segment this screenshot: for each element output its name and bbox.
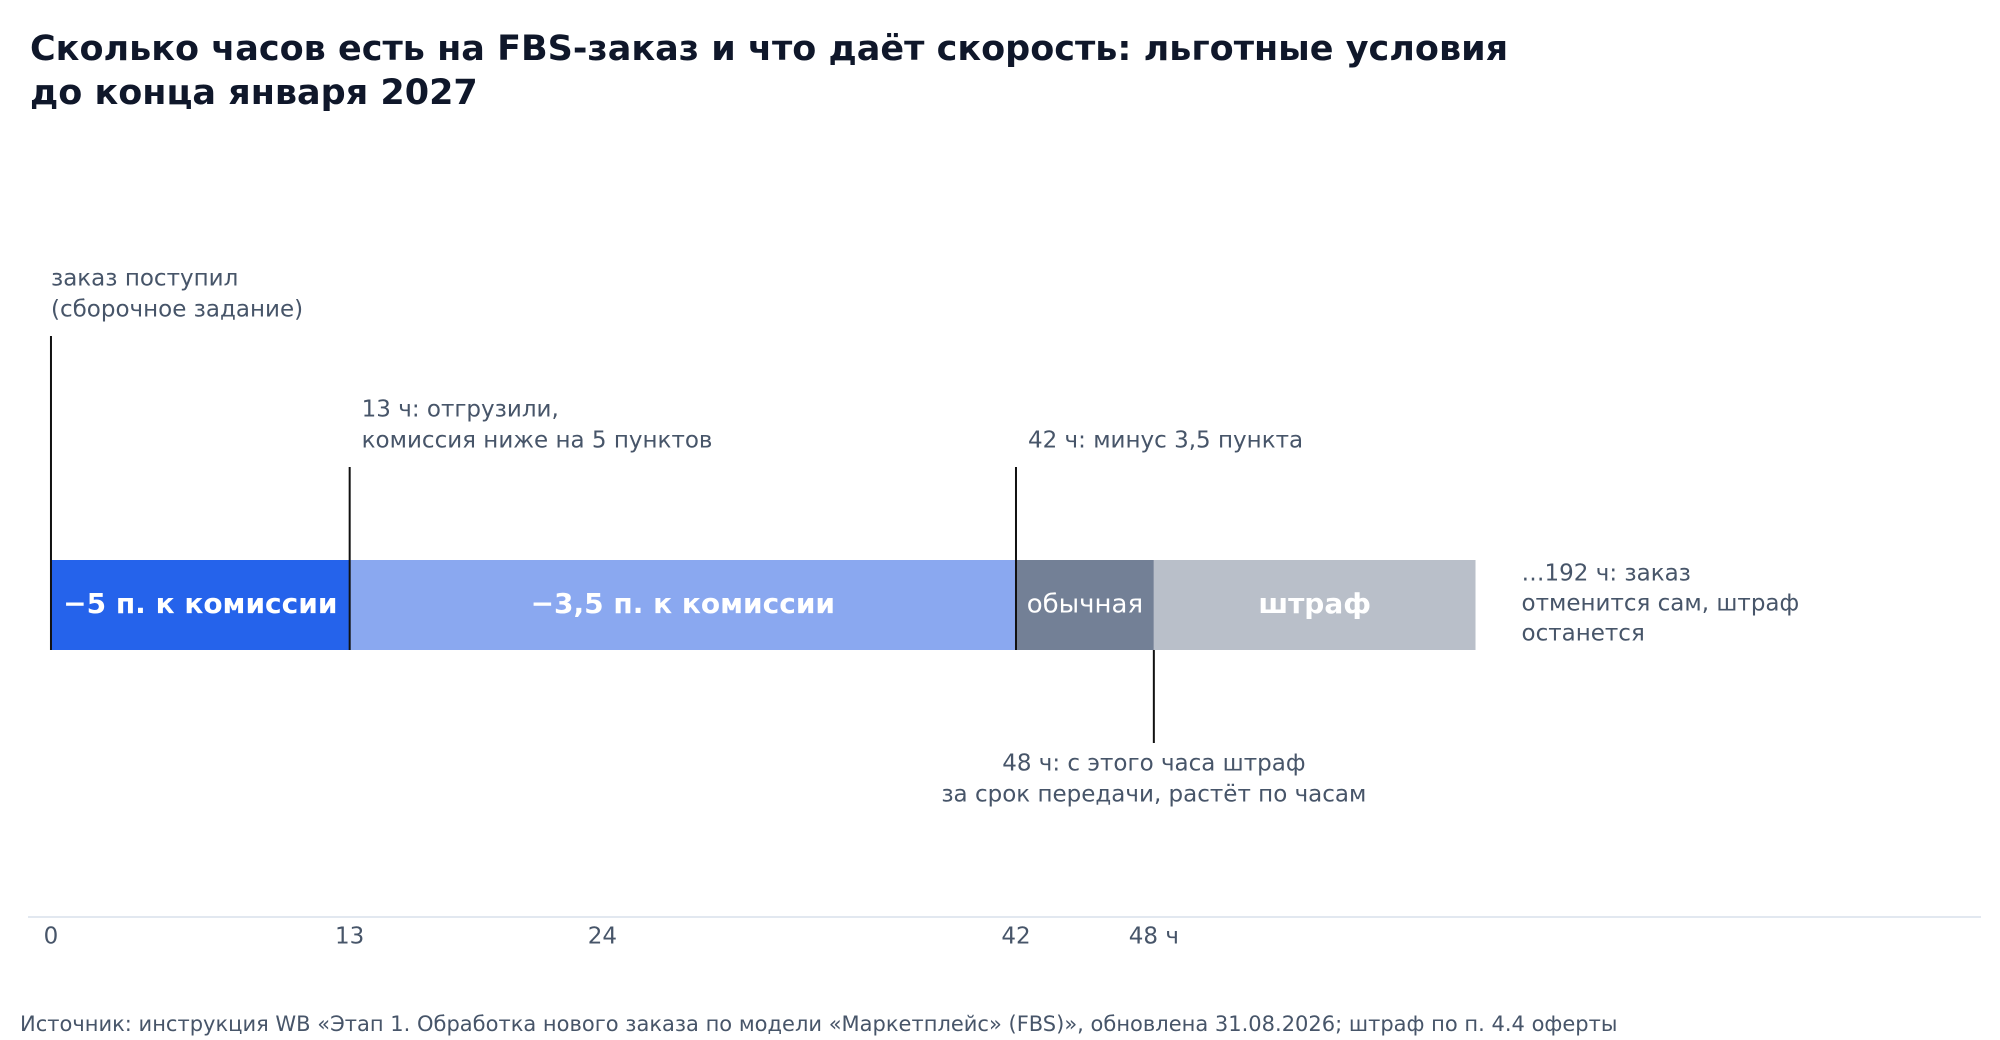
segment (1153, 560, 1476, 650)
source: Источник: инструкция WB «Этап 1. Обработ… (20, 1012, 1617, 1036)
x-tick-label: 13 (335, 924, 364, 950)
annotation: 48 ч: с этого часа штраф (1002, 751, 1305, 777)
annotation: комиссия ниже на 5 пунктов (362, 428, 713, 454)
x-tick-label: 0 (44, 924, 59, 950)
end-note: …192 ч: заказ (1522, 561, 1691, 587)
segment (1015, 560, 1154, 650)
segment-label: −3,5 п. к комиссии (531, 587, 835, 620)
segment (349, 560, 1016, 650)
annotation: (сборочное задание) (51, 297, 303, 323)
chart-title: Сколько часов есть на FBS-заказ и что да… (30, 29, 1508, 69)
segment-label: −5 п. к комиссии (63, 587, 337, 620)
end-note: останется (1522, 621, 1645, 647)
x-tick-label: 42 (1001, 924, 1030, 950)
x-tick-label: 48 ч (1129, 924, 1179, 950)
annotation: 13 ч: отгрузили, (362, 397, 559, 423)
segment-label: обычная (1027, 590, 1143, 620)
x-tick-label: 24 (588, 924, 617, 950)
segment-label: штраф (1258, 587, 1371, 620)
annotation: за срок передачи, растёт по часам (941, 782, 1366, 808)
end-note: отменится сам, штраф (1522, 591, 1800, 617)
annotation: заказ поступил (51, 266, 238, 292)
annotation: 42 ч: минус 3,5 пункта (1028, 428, 1303, 454)
chart-title: до конца января 2027 (30, 73, 478, 113)
segment (50, 560, 350, 650)
